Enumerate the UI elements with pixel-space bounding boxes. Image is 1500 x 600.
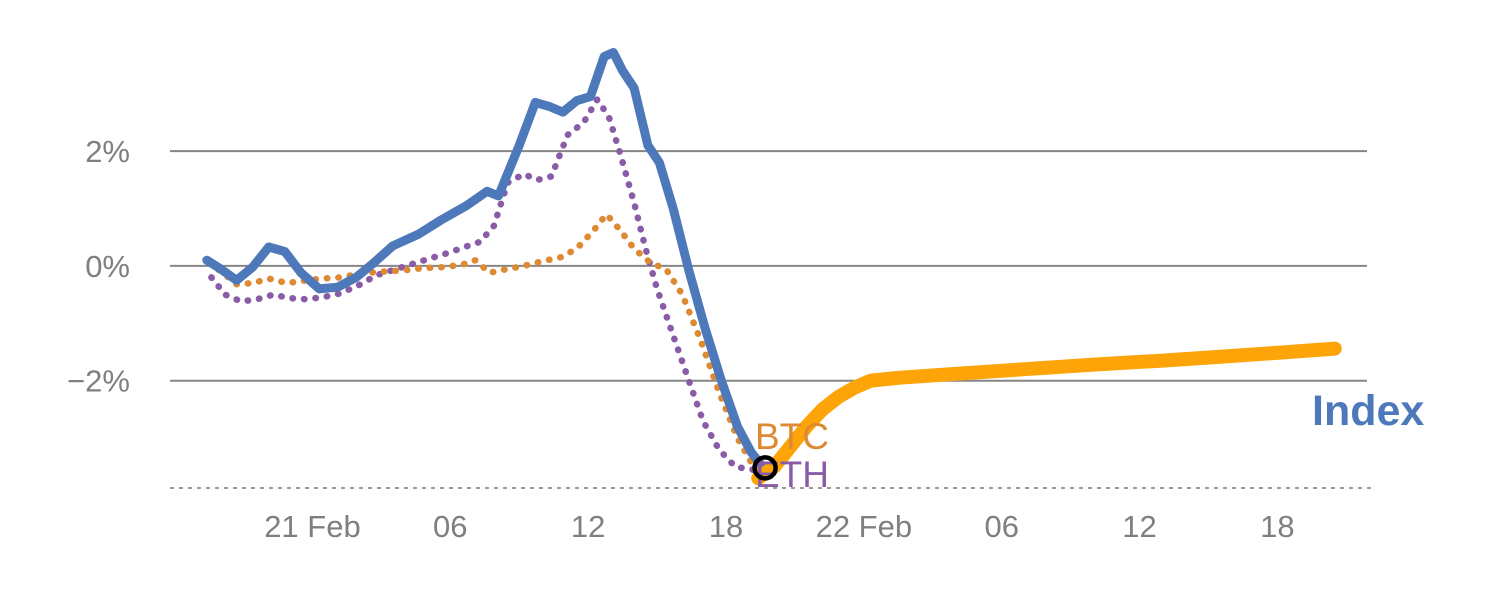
x-tick-label: 22 Feb <box>816 509 913 544</box>
index-series-label: Index <box>1312 387 1424 435</box>
y-tick-label: −2% <box>67 364 130 399</box>
x-tick-label: 12 <box>1122 509 1156 544</box>
eth-series-label: ETH <box>755 454 829 495</box>
current-point-marker <box>752 455 778 481</box>
series-index-line <box>202 48 768 472</box>
y-tick-label: 2% <box>85 134 130 169</box>
x-tick-label: 18 <box>709 509 743 544</box>
x-tick-label: 06 <box>984 509 1018 544</box>
x-tick-label: 06 <box>433 509 467 544</box>
x-tick-label: 18 <box>1260 509 1294 544</box>
y-tick-label: 0% <box>85 249 130 284</box>
series-eth-line <box>208 96 760 474</box>
x-tick-label: 21 Feb <box>264 509 361 544</box>
x-tick-label: 12 <box>571 509 605 544</box>
series-btc-line <box>205 211 771 480</box>
series-future-line <box>751 341 1342 486</box>
btc-series-label: BTC <box>755 416 829 457</box>
